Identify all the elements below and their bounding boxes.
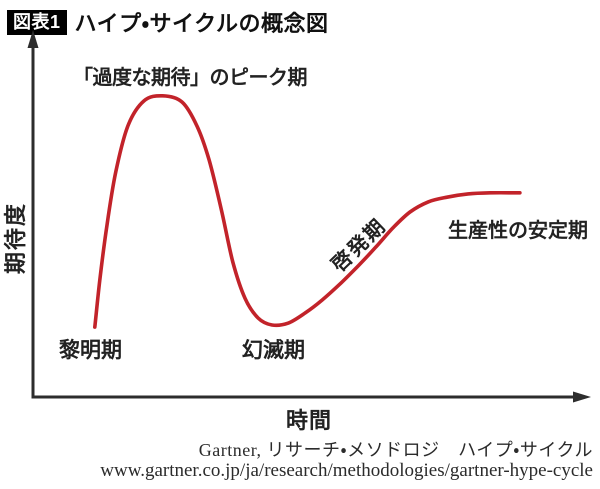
figure-header: 図表1 ハイプ・サイクルの概念図 bbox=[7, 6, 328, 38]
label-innovation-trigger: 黎明期 bbox=[59, 339, 122, 362]
y-axis-label: 期待度 bbox=[3, 202, 28, 275]
x-axis-label: 時間 bbox=[285, 408, 332, 433]
source-attribution: Gartner, リサーチ・メソドロジ ハイプ・サイクル bbox=[198, 440, 593, 460]
figure-number-badge: 図表1 bbox=[7, 9, 67, 35]
x-axis-arrowhead-icon bbox=[573, 391, 591, 403]
hype-cycle-curve bbox=[93, 93, 522, 329]
figure-title: ハイプ・サイクルの概念図 bbox=[74, 11, 329, 36]
source-url: www.gartner.co.jp/ja/research/methodolog… bbox=[100, 460, 593, 481]
y-axis-arrowhead-icon bbox=[27, 30, 39, 48]
label-plateau-of-productivity: 生産性の安定期 bbox=[448, 220, 588, 242]
label-peak-of-inflated-expectations: 「過度な期待」のピーク期 bbox=[73, 67, 308, 89]
label-trough-of-disillusionment: 幻滅期 bbox=[242, 339, 305, 362]
